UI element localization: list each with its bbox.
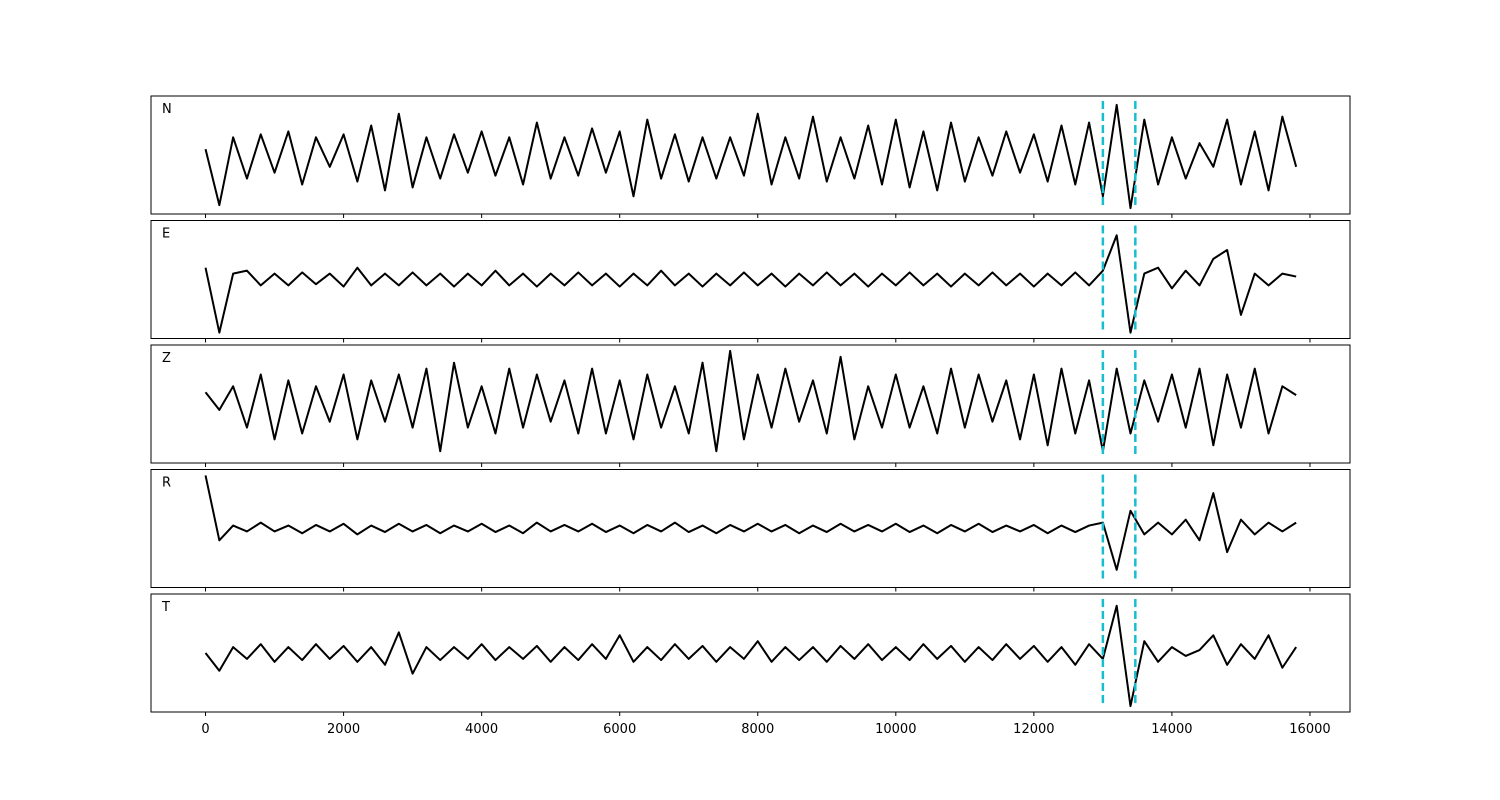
panel-label: T: [161, 600, 170, 615]
x-tick-label: 2000: [327, 722, 360, 737]
trace: [204, 234, 1297, 334]
axes-frame: [150, 95, 1351, 215]
x-tick-label: 8000: [741, 722, 774, 737]
axes-frame: [150, 344, 1351, 464]
trace: [204, 475, 1297, 571]
x-tick-label: 10000: [875, 722, 916, 737]
x-tick-label: 12000: [1013, 722, 1054, 737]
x-tick-label: 0: [201, 722, 209, 737]
x-tick-label: 6000: [603, 722, 636, 737]
x-tick-label: 4000: [465, 722, 498, 737]
axes-frame: [150, 469, 1351, 588]
x-tick-label: 14000: [1151, 722, 1192, 737]
axes-frame: [150, 593, 1351, 713]
panel-label: N: [162, 102, 172, 117]
trace: [204, 103, 1298, 210]
trace: [204, 604, 1297, 708]
panel-label: E: [162, 227, 170, 242]
panel-label: Z: [162, 351, 171, 366]
axes-frame: [150, 220, 1351, 339]
trace: [204, 349, 1297, 453]
panel-label: R: [162, 476, 171, 491]
x-tick-label: 16000: [1289, 722, 1330, 737]
